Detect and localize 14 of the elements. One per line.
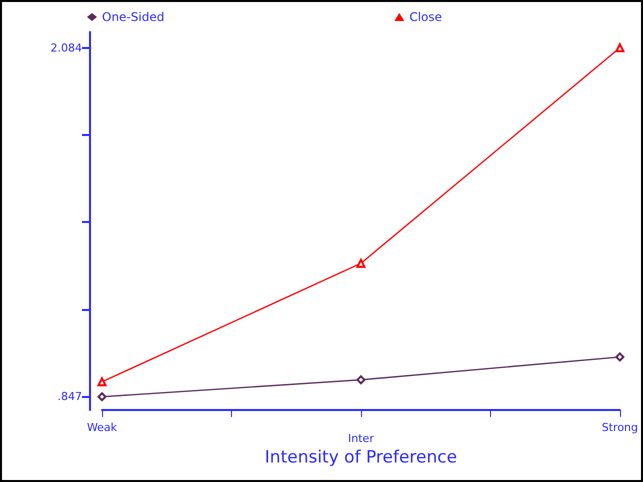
x-tick-label: Inter [348, 432, 374, 445]
x-axis-title: Intensity of Preference [264, 447, 458, 468]
point [98, 377, 106, 386]
legend-label: One-Sided [102, 10, 164, 24]
legend-label: Close [409, 10, 442, 24]
point [98, 392, 106, 402]
point [615, 352, 624, 362]
point [356, 375, 366, 384]
x-tick-label: Strong [602, 421, 638, 434]
point [615, 43, 624, 52]
x-tick-label: Weak [86, 421, 118, 434]
y-tick-label: .847 [58, 390, 82, 404]
y-tick-label: 2.084 [50, 41, 82, 54]
point [356, 258, 366, 268]
